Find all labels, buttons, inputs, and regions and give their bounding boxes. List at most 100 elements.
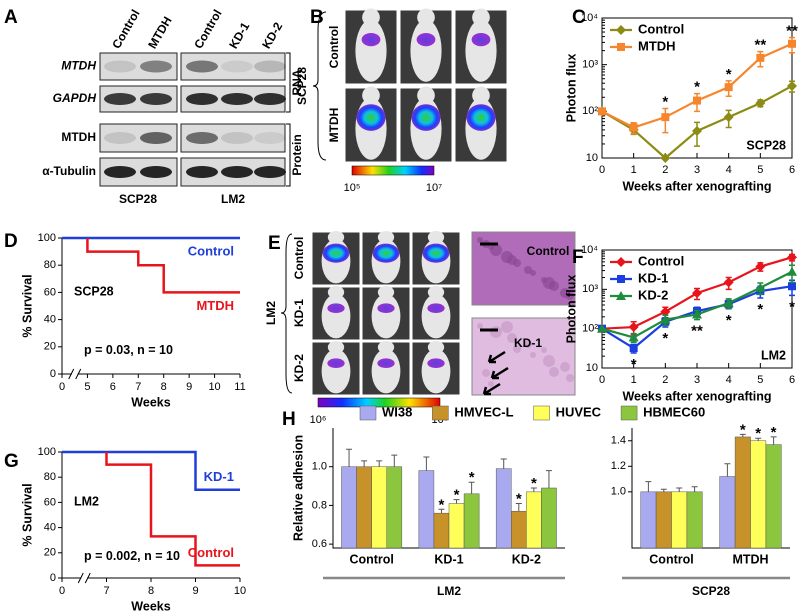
error-bar — [500, 458, 507, 469]
blot-band — [186, 60, 218, 73]
p-value: p = 0.002, n = 10 — [84, 549, 180, 563]
blot-band — [140, 93, 172, 105]
legend-label: Control — [638, 21, 684, 36]
legend-label: HBMEC60 — [643, 404, 705, 419]
blot-band — [221, 132, 253, 144]
arrow — [490, 366, 509, 380]
marker — [788, 282, 796, 291]
x-tick-label: 10 — [208, 381, 220, 393]
signal — [372, 243, 400, 263]
panel-letter: H — [282, 409, 296, 430]
x-tick-label: 5 — [757, 374, 763, 386]
group-label: SCP28 — [295, 67, 309, 105]
panel-letter: A — [4, 7, 18, 28]
panel-letter: D — [4, 231, 18, 252]
tissue-texture — [513, 345, 521, 353]
x-tick-label: 6 — [789, 164, 795, 176]
blot-strip — [99, 52, 178, 81]
brace — [312, 11, 327, 161]
legend-label: KD-2 — [638, 287, 668, 302]
error-bar — [346, 448, 353, 467]
signal — [466, 104, 496, 131]
panel-letter: B — [310, 7, 324, 28]
y-axis-label: % Survival — [20, 274, 34, 337]
blot-band — [104, 60, 136, 73]
mouse-body — [321, 348, 351, 394]
legend-label: KD-1 — [638, 270, 668, 285]
marker — [787, 80, 797, 91]
marker — [723, 297, 734, 307]
y-tick-label: 80 — [44, 471, 56, 483]
x-tick-label: 1 — [631, 164, 637, 176]
plot-label: SCP28 — [746, 138, 786, 152]
tissue-texture — [549, 367, 559, 377]
legend-marker — [616, 257, 626, 267]
mouse-head — [417, 8, 435, 27]
legend-swatch — [432, 405, 449, 421]
y-tick-label: 10³ — [582, 59, 598, 71]
blot-band — [186, 93, 218, 105]
row-label: KD-2 — [292, 354, 306, 382]
significance-star: ** — [786, 23, 798, 40]
bar — [356, 466, 372, 549]
y-tick-label: 1.4 — [611, 435, 626, 447]
mouse-body — [321, 293, 351, 339]
marker — [660, 314, 671, 324]
signal — [471, 32, 491, 47]
error-bar — [423, 456, 430, 471]
histology-label: Control — [527, 244, 570, 258]
y-tick-label: 40 — [44, 522, 56, 534]
panel-letter: C — [572, 7, 586, 28]
y-tick-label: 1.2 — [611, 460, 626, 472]
y-tick-label: 60 — [44, 496, 56, 508]
mouse-body — [371, 348, 401, 394]
mouse-head — [362, 86, 380, 105]
x-tick-label: MTDH — [732, 552, 768, 566]
blot-band — [254, 166, 286, 178]
series-label: Control — [188, 243, 234, 258]
row-label: Control — [292, 237, 306, 280]
x-tick-label: 0 — [59, 381, 65, 393]
panel-letter: F — [572, 247, 584, 268]
row-label: Control — [327, 26, 341, 69]
y-tick-label: 0 — [50, 368, 56, 380]
marker — [597, 323, 607, 333]
marker — [724, 83, 733, 92]
mouse-head — [362, 8, 380, 27]
error-bar — [676, 487, 683, 492]
x-axis-label: Weeks — [131, 599, 170, 613]
tissue-texture — [566, 374, 574, 382]
blot-band — [186, 132, 218, 144]
legend-marker — [616, 25, 626, 35]
blot-band — [221, 60, 253, 73]
x-axis-label: Weeks after xenografting — [622, 389, 771, 403]
tissue-texture — [541, 277, 547, 283]
bar — [341, 466, 357, 549]
group-label: SCP28 — [692, 584, 730, 598]
column-label: Control — [109, 7, 142, 51]
x-tick-label: 3 — [694, 374, 700, 386]
x-tick-label: 11 — [234, 381, 245, 393]
signal — [427, 358, 445, 368]
group-label: SCP28 — [119, 192, 157, 206]
signal — [361, 32, 381, 47]
mouse-head — [377, 230, 395, 244]
x-tick-label: 9 — [192, 585, 198, 597]
significance-star: * — [439, 496, 445, 513]
x-tick-label: Control — [649, 552, 693, 566]
signal — [327, 303, 345, 313]
blot-band — [254, 93, 286, 105]
axis-break — [68, 368, 82, 380]
group-label: LM2 — [264, 301, 278, 325]
mouse-head — [472, 86, 490, 105]
signal — [322, 243, 350, 263]
x-tick-label: 0 — [59, 585, 65, 597]
tissue-texture — [488, 381, 494, 387]
blot-band — [140, 132, 172, 144]
mouse-head — [327, 230, 345, 244]
series-label: Control — [188, 545, 234, 560]
marker — [629, 123, 638, 132]
axis-break-gap — [71, 371, 78, 377]
tissue-texture — [530, 352, 536, 358]
blot-band — [104, 166, 136, 178]
